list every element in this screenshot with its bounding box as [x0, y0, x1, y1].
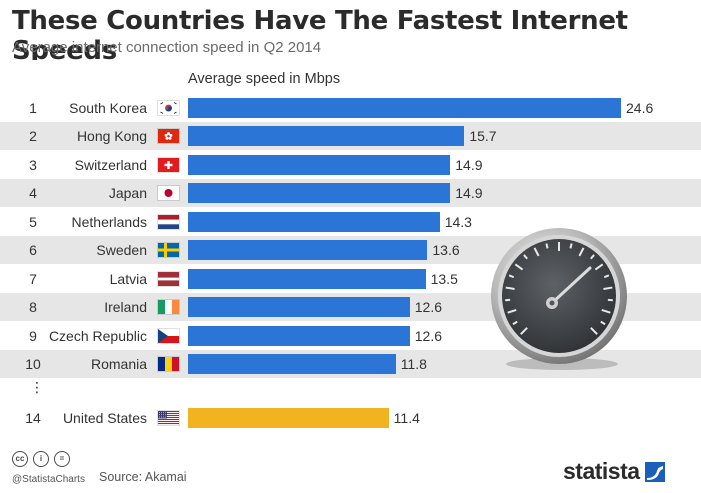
rank-label: 9 [29, 328, 37, 344]
rank-label: 2 [29, 128, 37, 144]
bar-value-label: 14.3 [444, 214, 472, 230]
speedometer-tick [507, 308, 517, 314]
bar-value-label: 14.9 [455, 157, 483, 173]
speedometer-icon [491, 228, 627, 370]
bar-value-label: 12.6 [414, 328, 443, 344]
bar-value-label: 14.9 [455, 185, 483, 201]
attribution-icon: i [33, 451, 49, 467]
chart-subtitle: Average internet connection speed in Q2 … [12, 39, 322, 56]
japan-flag-icon [158, 186, 179, 200]
source-note: Source: Akamai [99, 470, 187, 484]
footer [0, 434, 701, 493]
bar [188, 155, 451, 175]
speedometer-tick [603, 274, 610, 279]
speedometer-tick [508, 274, 515, 279]
logo-mark-icon [644, 461, 665, 482]
bar-value-label: 11.8 [400, 356, 427, 372]
speedometer-tick [512, 320, 518, 326]
country-label: United States [62, 410, 147, 426]
speedometer-tick [590, 254, 595, 260]
rank-label: 5 [29, 214, 37, 230]
country-label: Hong Kong [76, 128, 147, 144]
bar-row: 2 Hong Kong 15.7 [0, 122, 701, 150]
statista-logo: statista [563, 458, 665, 485]
country-label: Ireland [104, 299, 147, 315]
bar [188, 269, 426, 289]
bar-value-label: 15.7 [469, 128, 497, 144]
bar-row: 9 Czech Republic 12.6 [0, 322, 701, 350]
sweden-flag-icon [158, 243, 179, 257]
rank-label: 1 [29, 100, 37, 116]
speedometer-tick [600, 320, 606, 326]
netherlands-flag-icon [158, 215, 179, 229]
bar-row: 3 Switzerland 14.9 [0, 151, 701, 179]
latvia-flag-icon [158, 272, 179, 286]
speedometer-tick [514, 263, 524, 271]
speedometer-tick [594, 263, 604, 271]
hong-kong-flag-icon [158, 129, 179, 143]
united-states-flag-icon [158, 411, 179, 425]
bar-value-label: 13.6 [432, 242, 460, 258]
bar [188, 126, 465, 146]
bar-value-label: 12.6 [414, 299, 443, 315]
rank-label: 6 [29, 242, 37, 258]
czech-republic-flag-icon [158, 329, 179, 343]
country-label: Netherlands [71, 214, 148, 230]
rank-label: 4 [29, 185, 37, 201]
license-icons: cc i = [12, 451, 70, 467]
bar-value-label: 11.4 [393, 410, 420, 426]
speedometer-tick [520, 327, 528, 335]
creative-commons-icon: cc [12, 451, 28, 467]
rank-label: 10 [25, 356, 41, 372]
ireland-flag-icon [158, 300, 179, 314]
no-derivatives-icon: = [54, 451, 70, 467]
bar-row: 4 Japan 14.9 [0, 179, 701, 207]
country-label: Sweden [96, 242, 147, 258]
twitter-handle: @StatistaCharts [12, 474, 85, 485]
bar [188, 212, 440, 232]
country-label: Japan [108, 185, 147, 201]
speedometer-tick [590, 327, 598, 335]
bar [188, 326, 410, 346]
bar-row: 5 Netherlands 14.3 [0, 208, 701, 236]
speedometer-tick [569, 243, 573, 249]
bar [188, 98, 621, 118]
rank-label: 14 [25, 410, 41, 426]
chart-title: These Countries Have The Fastest Interne… [12, 6, 628, 66]
speedometer-tick [545, 243, 549, 249]
rank-gap-ellipsis: ⋮ [30, 379, 44, 395]
speedometer-tick [578, 247, 585, 257]
bar [188, 354, 396, 374]
bar-value-label: 13.5 [430, 271, 458, 287]
logo-wordmark: statista [563, 458, 640, 484]
speedometer-tick [601, 308, 611, 314]
country-label: Switzerland [74, 157, 147, 173]
header-band [0, 60, 701, 94]
romania-flag-icon [158, 357, 179, 371]
speedometer-tick [523, 254, 528, 260]
bar [188, 297, 410, 317]
bar-row: 1 South Korea 24.6 [0, 94, 701, 122]
rank-label: 3 [29, 157, 37, 173]
bar [188, 408, 389, 428]
value-axis-label: Average speed in Mbps [188, 71, 341, 87]
bar-row: 7 Latvia 13.5 [0, 265, 701, 293]
country-label: South Korea [69, 100, 147, 116]
switzerland-flag-icon [158, 158, 179, 172]
country-label: Romania [90, 356, 147, 372]
bar-row: 14 United States 11.4 [0, 404, 701, 432]
country-label: Latvia [109, 271, 147, 287]
bar-value-label: 24.6 [626, 100, 654, 116]
south-korea-flag-icon [158, 101, 179, 115]
bar [188, 240, 428, 260]
country-label: Czech Republic [48, 328, 147, 344]
bar [188, 183, 451, 203]
rank-label: 8 [29, 299, 37, 315]
speedometer-tick [533, 247, 540, 257]
speedometer-tick [603, 286, 613, 290]
rank-label: 7 [29, 271, 37, 287]
speedometer-tick [505, 286, 515, 290]
